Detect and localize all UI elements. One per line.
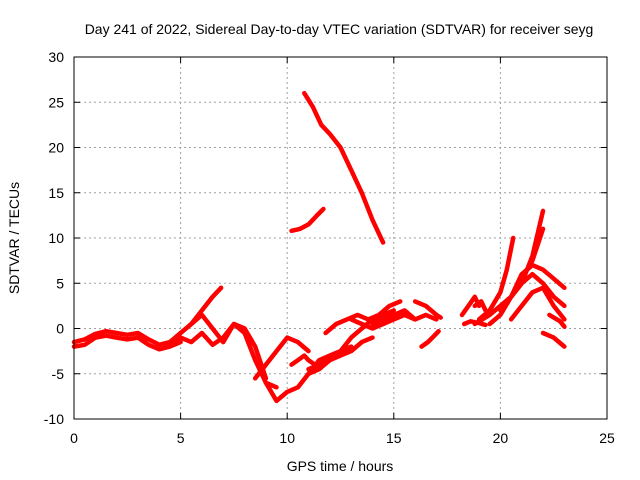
y-tick-label: 20 [48, 140, 64, 156]
y-tick-label: 30 [48, 49, 64, 65]
x-tick-label: 10 [279, 430, 295, 446]
x-tick-label: 0 [70, 430, 78, 446]
y-tick-label: 25 [48, 94, 64, 110]
series-arc-17 [459, 294, 482, 318]
y-tick-label: 0 [56, 321, 64, 337]
axis-ticks: 0 5 10 15 20 25 -10 -5 0 5 10 15 20 25 30 [44, 49, 615, 446]
y-axis-label: SDTVAR / TECUs [6, 182, 22, 294]
x-tick-label: 25 [599, 430, 615, 446]
y-tick-label: -10 [44, 411, 64, 427]
x-axis-label: GPS time / hours [287, 458, 394, 474]
series-arc-24 [498, 271, 567, 313]
series-arc-27 [547, 312, 567, 329]
series-arc-12 [323, 299, 403, 336]
series-arc-26 [540, 330, 567, 349]
series-arc-10 [302, 90, 386, 245]
series-arc-01 [71, 321, 269, 381]
series-arc-07 [289, 353, 318, 367]
x-tick-label: 15 [386, 430, 402, 446]
y-tick-label: 10 [48, 230, 64, 246]
y-tick-label: 5 [56, 275, 64, 291]
x-tick-label: 5 [177, 430, 185, 446]
series-layer [71, 90, 567, 404]
y-tick-label: 15 [48, 185, 64, 201]
series-arc-02 [71, 333, 183, 352]
series-arc-21 [476, 235, 516, 322]
series-arc-16 [419, 328, 441, 349]
series-arc-15 [412, 299, 443, 320]
series-arc-04 [189, 312, 279, 390]
series-arc-25 [508, 285, 567, 322]
x-tick-label: 20 [493, 430, 509, 446]
series-arc-13 [348, 312, 439, 331]
series-arc-18 [472, 299, 488, 313]
grid [74, 57, 607, 419]
series-arc-11 [306, 335, 375, 372]
chart-title: Day 241 of 2022, Sidereal Day-to-day VTE… [85, 21, 594, 37]
y-tick-label: -5 [52, 366, 65, 382]
series-arc-09 [289, 206, 326, 234]
series-arc-23 [508, 262, 567, 300]
series-arc-05 [252, 335, 311, 381]
series-arc-03 [167, 285, 224, 345]
series-arc-14 [370, 308, 418, 327]
